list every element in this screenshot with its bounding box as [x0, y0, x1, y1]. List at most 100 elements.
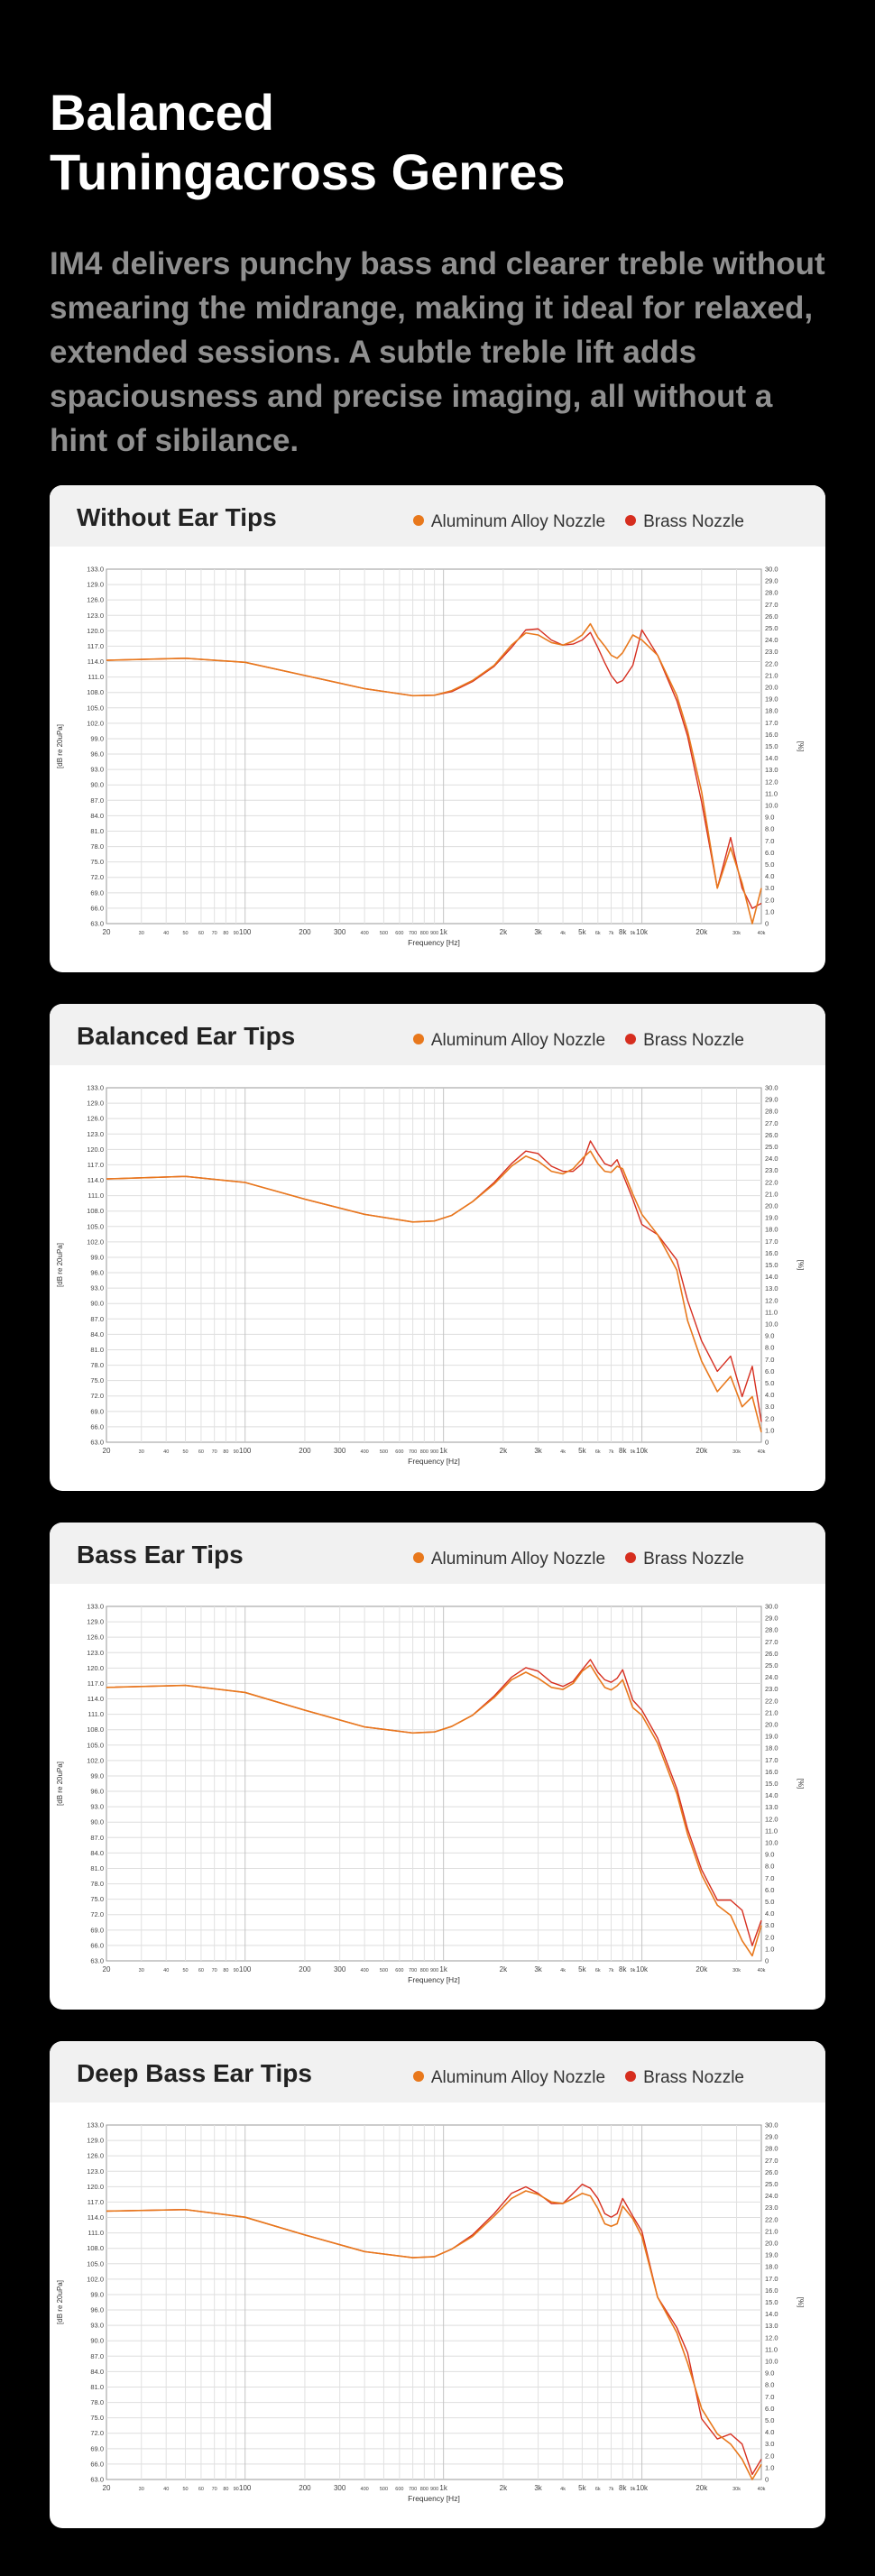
y-tick-label: 129.0 [87, 2137, 104, 2145]
x-tick-label: 10k [636, 2484, 649, 2492]
y-tick-label: 93.0 [90, 1284, 104, 1293]
y-tick-label: 69.0 [90, 2444, 104, 2452]
x-axis-label: Frequency [Hz] [408, 938, 460, 947]
y-tick-label: 120.0 [87, 627, 104, 635]
y2-tick-label: 28.0 [765, 1108, 778, 1116]
y2-tick-label: 9.0 [765, 1851, 774, 1859]
y-tick-label: 102.0 [87, 2275, 104, 2283]
chart-header: Balanced Ear Tips Aluminum Alloy Nozzle Br… [50, 1004, 825, 1065]
y-tick-label: 75.0 [90, 858, 104, 866]
legend-item: Brass Nozzle [625, 1550, 744, 1569]
y2-tick-label: 20.0 [765, 1721, 778, 1729]
x-tick-label: 900 [430, 1968, 438, 1973]
y2-tick-label: 27.0 [765, 1119, 778, 1127]
frequency-response-chart: 63.0 66.0 69.0 72.0 75.0 78.0 81.0 84.0 87.0 90.0… [56, 1603, 805, 1985]
y2-tick-label: 16.0 [765, 1768, 778, 1776]
y2-axis-label: [%] [797, 1260, 805, 1271]
y2-tick-label: 8.0 [765, 1344, 774, 1352]
y-tick-label: 66.0 [90, 2460, 104, 2468]
series-line-aluminum [106, 1664, 762, 1957]
y2-axis-label: [%] [797, 741, 805, 752]
y2-tick-label: 12.0 [765, 777, 778, 786]
x-tick-label: 2k [500, 928, 508, 936]
y2-tick-label: 5.0 [765, 1379, 774, 1387]
x-tick-label: 6k [595, 1968, 601, 1973]
x-axis-label: Frequency [Hz] [408, 1457, 460, 1466]
y2-tick-label: 20.0 [765, 684, 778, 692]
y-tick-label: 72.0 [90, 1392, 104, 1400]
y-axis-label: [dB re 20uPa] [56, 2280, 64, 2324]
y-tick-label: 123.0 [87, 612, 104, 620]
y2-tick-label: 5.0 [765, 1898, 774, 1906]
y-tick-label: 105.0 [87, 2259, 104, 2268]
y2-tick-label: 11.0 [765, 1826, 778, 1835]
y2-tick-label: 21.0 [765, 1190, 778, 1198]
x-tick-label: 40k [758, 1968, 766, 1973]
x-tick-label: 500 [380, 2487, 388, 2492]
y2-tick-label: 30.0 [765, 2121, 778, 2130]
x-tick-label: 60 [198, 931, 204, 936]
y2-tick-label: 23.0 [765, 648, 778, 656]
y-tick-label: 72.0 [90, 873, 104, 881]
y2-tick-label: 25.0 [765, 1143, 778, 1151]
x-tick-label: 500 [380, 931, 388, 936]
y2-tick-label: 21.0 [765, 671, 778, 679]
y-tick-label: 102.0 [87, 719, 104, 727]
y2-tick-label: 19.0 [765, 2251, 778, 2259]
y2-tick-label: 14.0 [765, 2310, 778, 2318]
y2-tick-label: 26.0 [765, 1650, 778, 1658]
y-tick-label: 120.0 [87, 1664, 104, 1672]
y-tick-label: 78.0 [90, 1361, 104, 1369]
y2-axis-label: [%] [797, 1779, 805, 1789]
chart-area: 63.0 66.0 69.0 72.0 75.0 78.0 81.0 84.0 87.0 90.0… [50, 2102, 825, 2528]
y2-tick-label: 7.0 [765, 2393, 774, 2401]
y-tick-label: 66.0 [90, 1422, 104, 1431]
y2-tick-label: 19.0 [765, 1733, 778, 1741]
chart-card: Bass Ear Tips Aluminum Alloy Nozzle Brass … [50, 1523, 825, 2010]
y2-tick-label: 17.0 [765, 2275, 778, 2283]
y-tick-label: 84.0 [90, 1330, 104, 1339]
chart-card: Without Ear Tips Aluminum Alloy Nozzle Bra… [50, 485, 825, 972]
x-tick-label: 5k [578, 1965, 586, 1973]
y-tick-label: 133.0 [87, 566, 104, 574]
chart-card: Deep Bass Ear Tips Aluminum Alloy Nozzle B… [50, 2041, 825, 2528]
y2-tick-label: 18.0 [765, 1226, 778, 1234]
y-tick-label: 111.0 [88, 1710, 104, 1718]
frequency-response-chart: 63.0 66.0 69.0 72.0 75.0 78.0 81.0 84.0 87.0 90.0… [56, 1084, 805, 1467]
y2-tick-label: 0 [765, 920, 769, 928]
y2-tick-label: 29.0 [765, 2133, 778, 2141]
y-tick-label: 75.0 [90, 1376, 104, 1385]
y-tick-label: 123.0 [87, 1649, 104, 1657]
x-tick-label: 3k [534, 2484, 542, 2492]
y-tick-label: 75.0 [90, 1895, 104, 1903]
x-tick-label: 7k [609, 2487, 614, 2492]
plot-frame [106, 1605, 762, 1962]
y-tick-label: 90.0 [90, 2337, 104, 2345]
x-tick-label: 500 [380, 1968, 388, 1973]
legend-dot-icon [625, 2071, 637, 2082]
x-tick-label: 700 [409, 1968, 417, 1973]
y-tick-label: 120.0 [87, 2183, 104, 2191]
y-tick-label: 81.0 [90, 1346, 104, 1354]
legend-dot-icon [412, 515, 424, 526]
y2-tick-label: 30.0 [765, 1084, 778, 1092]
y-tick-label: 117.0 [88, 2198, 104, 2206]
chart-legend: Aluminum Alloy Nozzle Brass Nozzle [393, 2068, 744, 2088]
x-axis-label: Frequency [Hz] [408, 1975, 460, 1984]
legend-label: Brass Nozzle [643, 1031, 744, 1050]
x-tick-label: 7k [609, 931, 614, 936]
y-tick-label: 63.0 [90, 920, 104, 928]
y2-tick-label: 6.0 [765, 1367, 774, 1375]
y-axis-label: [dB re 20uPa] [56, 1762, 64, 1806]
x-tick-label: 20k [695, 928, 708, 936]
chart-header: Bass Ear Tips Aluminum Alloy Nozzle Brass … [50, 1523, 825, 1584]
x-tick-label: 700 [409, 931, 417, 936]
y-tick-label: 102.0 [87, 1756, 104, 1764]
x-tick-label: 300 [334, 1965, 346, 1973]
x-tick-label: 800 [420, 1968, 428, 1973]
x-tick-label: 10k [636, 928, 649, 936]
y-tick-label: 69.0 [90, 1926, 104, 1934]
y2-tick-label: 10.0 [765, 1320, 778, 1329]
y-tick-label: 126.0 [87, 596, 104, 604]
y-tick-label: 126.0 [87, 2152, 104, 2160]
